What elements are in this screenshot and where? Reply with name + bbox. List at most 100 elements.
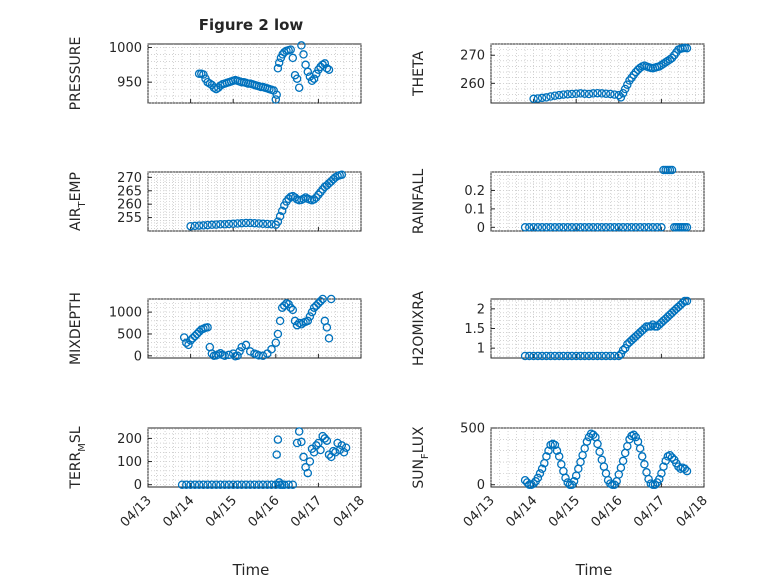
x-tick-label: 04/13	[118, 493, 155, 530]
data-point	[588, 89, 598, 98]
x-tick-label: 04/18	[674, 493, 711, 530]
data-point	[618, 345, 628, 355]
data-point	[233, 480, 242, 489]
y-axis-label-suffix: LUX	[411, 426, 427, 453]
data-point	[584, 351, 594, 361]
data-point	[303, 468, 313, 478]
y-tick-label: 0	[134, 349, 142, 364]
data-point	[192, 329, 202, 339]
data-point	[542, 93, 551, 102]
data-point	[588, 223, 598, 232]
data-point	[535, 469, 545, 478]
y-tick-label: 500	[460, 422, 485, 437]
x-tick-label: 04/16	[246, 493, 283, 530]
data-point	[297, 41, 306, 50]
data-point	[618, 88, 628, 98]
data-point	[272, 90, 281, 99]
data-point	[665, 450, 675, 460]
data-point	[550, 223, 560, 232]
y-axis-label: MIXDEPTH	[68, 292, 84, 365]
data-point	[542, 351, 551, 361]
data-point	[542, 452, 551, 461]
y-tick-label: 1000	[109, 306, 142, 321]
data-point	[190, 221, 200, 231]
data-point	[546, 92, 555, 101]
subplot-pressure: 950 1000 PRESSURE	[68, 37, 362, 110]
data-point	[267, 480, 276, 489]
data-point	[682, 43, 692, 53]
data-point	[620, 84, 630, 94]
data-point	[631, 67, 641, 77]
data-point	[237, 480, 246, 489]
data-point	[580, 89, 589, 98]
data-point	[267, 345, 276, 354]
y-axis-label-main: THETA	[411, 51, 427, 97]
data-point	[529, 351, 538, 361]
y-axis-label-suffix: SL	[68, 426, 84, 443]
figure-title: Figure 2 low	[199, 16, 304, 34]
plot-area	[147, 43, 362, 104]
data-point	[648, 223, 658, 232]
y-axis-label-subscript: T	[77, 201, 88, 209]
data-point	[273, 64, 283, 73]
data-point	[220, 351, 229, 361]
data-point	[659, 59, 668, 68]
data-point	[546, 351, 555, 361]
data-point	[648, 320, 658, 329]
data-point	[554, 452, 564, 461]
data-point	[637, 452, 647, 461]
data-point	[245, 480, 255, 489]
subplot-terr: 0 100 200 TERRMSL 04/13 04/14 04/15 04/16 04/17 0…	[68, 426, 368, 530]
data-point	[211, 480, 221, 489]
data-point	[305, 312, 315, 321]
data-point	[644, 474, 653, 484]
data-point	[275, 212, 285, 221]
y-tick-label: 100	[117, 455, 142, 470]
data-point	[606, 89, 615, 99]
data-point	[254, 480, 264, 489]
data-point	[657, 60, 666, 70]
data-point	[657, 223, 666, 232]
y-axis-label-subscript: F	[420, 453, 431, 459]
data-point	[588, 351, 598, 361]
data-point	[280, 480, 289, 489]
data-point	[629, 430, 638, 440]
data-point	[299, 50, 308, 59]
subplot-mixdepth: 0 500 1000 MIXDEPTH	[68, 292, 362, 365]
data-point	[661, 456, 670, 466]
data-point	[559, 351, 568, 361]
data-point	[186, 480, 195, 489]
y-axis-label-main: RAINFALL	[411, 169, 427, 234]
data-point	[277, 206, 287, 216]
data-point	[567, 223, 577, 232]
data-point	[627, 223, 636, 232]
data-point	[563, 223, 572, 232]
data-point	[228, 480, 238, 489]
data-point	[186, 221, 195, 231]
data-point	[631, 223, 641, 232]
data-point	[207, 220, 217, 230]
data-point	[635, 444, 645, 453]
data-point	[250, 218, 259, 228]
plot-area	[490, 171, 705, 232]
data-point	[309, 303, 319, 312]
data-point	[580, 223, 589, 232]
y-tick-label: 2	[477, 302, 485, 317]
data-point	[254, 351, 264, 360]
data-point	[203, 480, 212, 489]
data-point	[331, 448, 340, 457]
data-point	[286, 303, 295, 312]
data-point	[297, 437, 306, 447]
data-point	[537, 464, 547, 474]
data-point	[618, 223, 628, 232]
data-point	[203, 77, 212, 87]
data-point	[610, 223, 619, 232]
data-point	[520, 223, 530, 232]
data-point	[618, 456, 628, 466]
data-point	[320, 434, 330, 443]
data-point	[537, 351, 547, 361]
data-point	[241, 340, 251, 350]
data-point	[237, 218, 246, 228]
data-point	[597, 351, 607, 361]
data-point	[533, 223, 543, 232]
